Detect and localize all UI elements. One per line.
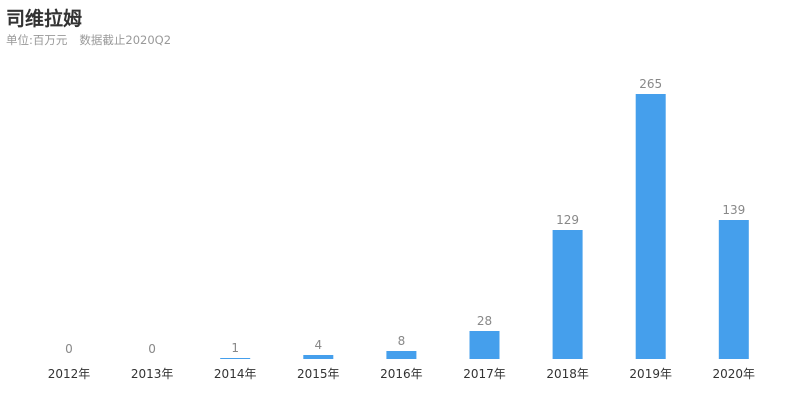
unit-label: 单位:百万元 <box>6 33 68 47</box>
bar-8 <box>718 220 749 359</box>
chart-title: 司维拉姆 <box>6 8 83 30</box>
x-tick-label-1: 2013年 <box>131 367 174 381</box>
bar-2 <box>220 358 251 359</box>
data-label-5: 28 <box>477 314 492 328</box>
x-tick-label-6: 2018年 <box>546 367 589 381</box>
data-label-7: 265 <box>639 77 662 91</box>
x-tick-label-2: 2014年 <box>214 367 257 381</box>
bar-7 <box>635 94 666 359</box>
data-label-1: 0 <box>148 342 156 356</box>
x-tick-label-8: 2020年 <box>713 367 756 381</box>
x-tick-label-5: 2017年 <box>463 367 506 381</box>
chart-subtitle: 单位:百万元 数据截止2020Q2 <box>6 32 183 48</box>
x-tick-label-4: 2016年 <box>380 367 423 381</box>
x-tick-label-3: 2015年 <box>297 367 340 381</box>
x-tick-label-7: 2019年 <box>629 367 672 381</box>
x-tick-label-0: 2012年 <box>48 367 91 381</box>
data-label-2: 1 <box>231 341 239 355</box>
bar-3 <box>303 355 334 359</box>
bar-4 <box>386 351 417 359</box>
data-label-0: 0 <box>65 342 73 356</box>
data-label-8: 139 <box>722 203 745 217</box>
data-label-3: 4 <box>314 338 322 352</box>
bar-5 <box>469 331 500 359</box>
data-note: 数据截止2020Q2 <box>79 33 172 47</box>
bar-6 <box>552 230 583 359</box>
data-label-6: 129 <box>556 213 579 227</box>
data-label-4: 8 <box>398 334 406 348</box>
